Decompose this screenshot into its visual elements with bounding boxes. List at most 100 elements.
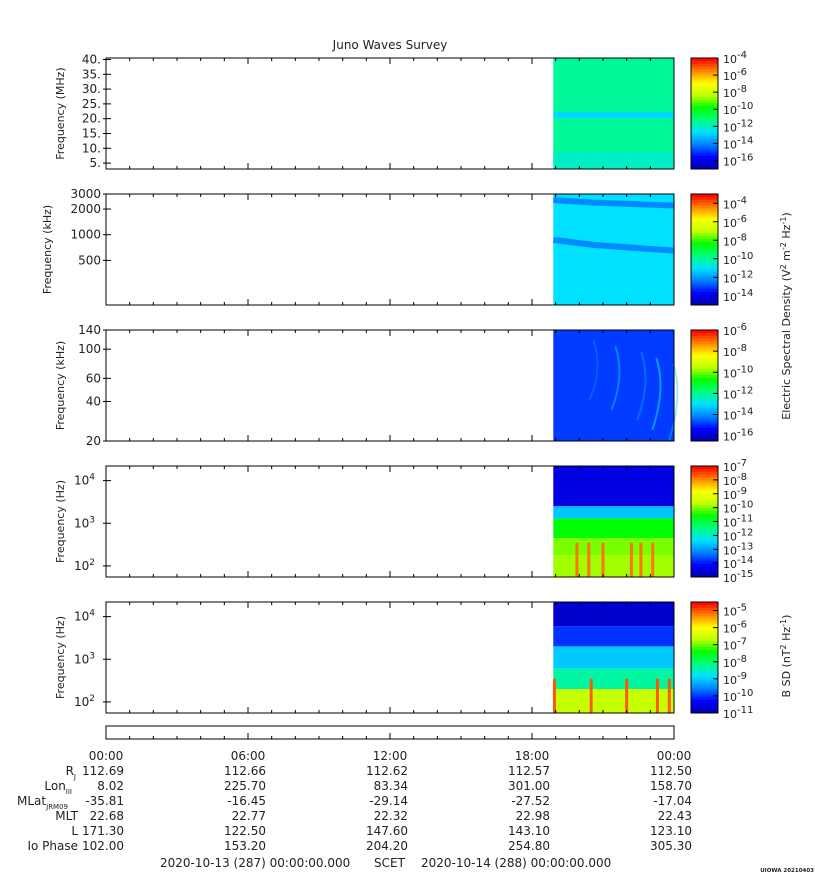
ephemeris-value: -16.45 — [227, 794, 266, 808]
colorbar-segment — [691, 377, 718, 381]
colorbar-segment — [691, 66, 718, 70]
colorbar-segment — [691, 618, 718, 622]
y-axis-label: Frequency (MHz) — [54, 67, 67, 159]
colorbar-segment — [691, 141, 718, 145]
x-tick-label: 00:00 — [657, 749, 692, 763]
ephemeris-value: 22.98 — [516, 809, 550, 823]
y-tick-label: 103 — [74, 515, 95, 530]
colorbar-segment — [691, 393, 718, 398]
y-tick-label: 30. — [82, 82, 101, 96]
colorbar-segment — [691, 477, 718, 481]
noise-streak — [636, 351, 647, 421]
spectrogram-panel-4: 104 103 102 Frequency (Hz) 10-710-810-910-10… — [54, 458, 753, 585]
ephemeris-value: 112.57 — [508, 764, 550, 778]
colorbar-segment — [691, 352, 718, 356]
colorbar-tick-label: 10-6 — [723, 620, 747, 636]
ephemeris-value: 305.30 — [650, 839, 692, 853]
colorbar-segment — [691, 407, 718, 411]
colorbar-segment — [691, 268, 718, 273]
colorbar-segment — [691, 704, 718, 708]
colorbar-segment — [691, 368, 718, 373]
colorbar-segment — [691, 332, 718, 337]
y-tick-label: 35. — [82, 67, 101, 81]
y-tick-label: 5. — [90, 156, 101, 170]
colorbar-segment — [691, 502, 718, 506]
colorbar-segment — [691, 488, 718, 492]
colorbar-segment — [691, 707, 718, 711]
colorbar-segment — [691, 243, 718, 248]
colorbar-segment — [691, 604, 718, 609]
colorbar-segment — [691, 338, 718, 342]
y-tick-label: 15. — [82, 126, 101, 140]
colorbar-tick-label: 10-14 — [723, 288, 753, 304]
y-tick-label: 25. — [82, 97, 101, 111]
colorbar-segment — [691, 152, 718, 156]
colorbar-segment — [691, 493, 718, 498]
ephemeris-value: -27.52 — [511, 794, 550, 808]
y-tick-label: 140 — [78, 323, 101, 337]
colorbar-segment — [691, 649, 718, 653]
colorbar-segment — [691, 346, 718, 350]
colorbar-segment — [691, 626, 718, 631]
colorbar-segment — [691, 435, 718, 439]
colorbar-segment — [691, 629, 718, 634]
noise-streak — [588, 339, 599, 401]
colorbar-segment — [691, 499, 718, 503]
ephemeris-value: 112.66 — [224, 764, 266, 778]
colorbar-segment — [691, 688, 718, 692]
colorbar-segment — [691, 157, 718, 162]
colorbar-segment — [691, 466, 718, 470]
y-tick-label: 40. — [82, 52, 101, 66]
spectrogram-band — [553, 151, 674, 169]
colorbar-tick-label: 10-6 — [723, 67, 747, 83]
colorbar-segment — [691, 102, 718, 106]
colorbar-segment — [691, 113, 718, 117]
colorbar-segment — [691, 330, 718, 334]
colorbar-segment — [691, 676, 718, 681]
colorbar-segment — [691, 665, 718, 670]
noise-streak — [668, 363, 679, 441]
colorbar-segment — [691, 418, 718, 423]
colorbar-tick-label: 10-11 — [723, 705, 753, 721]
y-tick-label: 104 — [74, 609, 95, 624]
colorbar-tick-label: 10-8 — [723, 343, 747, 359]
colorbar-segment — [691, 144, 718, 148]
colorbar-segment — [691, 549, 718, 553]
colorbar-segment — [691, 216, 718, 220]
ephemeris-value: 143.10 — [508, 824, 550, 838]
colorbar-segment — [691, 510, 718, 514]
colorbar-tick-label: 10-9 — [723, 671, 747, 687]
colorbar-segment — [691, 271, 718, 275]
colorbar-segment — [691, 163, 718, 167]
colorbar-frame — [690, 193, 719, 306]
colorbar-segment — [691, 646, 718, 650]
colorbar-segment — [691, 58, 718, 62]
colorbar-segment — [691, 257, 718, 262]
colorbar-segment — [691, 263, 718, 267]
colorbar-segment — [691, 132, 718, 137]
colorbar-segment — [691, 621, 718, 625]
colorbar-segment — [691, 227, 718, 231]
colorbar-segment — [691, 354, 718, 359]
colorbar-segment — [691, 266, 718, 270]
chart-title: Juno Waves Survey — [332, 38, 448, 52]
noise-streak — [610, 345, 621, 411]
colorbar-segment — [691, 246, 718, 250]
burst-spike — [552, 678, 556, 713]
colorbar-tick-label: 10-12 — [723, 118, 753, 134]
colorbar-tick-label: 10-8 — [723, 654, 747, 670]
colorbar-segment — [691, 701, 718, 706]
colorbar-segment — [691, 685, 718, 689]
colorbar-segment — [691, 513, 718, 517]
colorbar-segment — [691, 221, 718, 226]
colorbar-segment — [691, 565, 718, 570]
colorbar-segment — [691, 293, 718, 298]
colorbar-segment — [691, 255, 718, 259]
colorbar-segment — [691, 155, 718, 159]
colorbar-segment — [691, 130, 718, 134]
colorbar-segment — [691, 410, 718, 414]
colorbar-segment — [691, 651, 718, 656]
colorbar-segment — [691, 91, 718, 95]
colorbar-segment — [691, 674, 718, 678]
